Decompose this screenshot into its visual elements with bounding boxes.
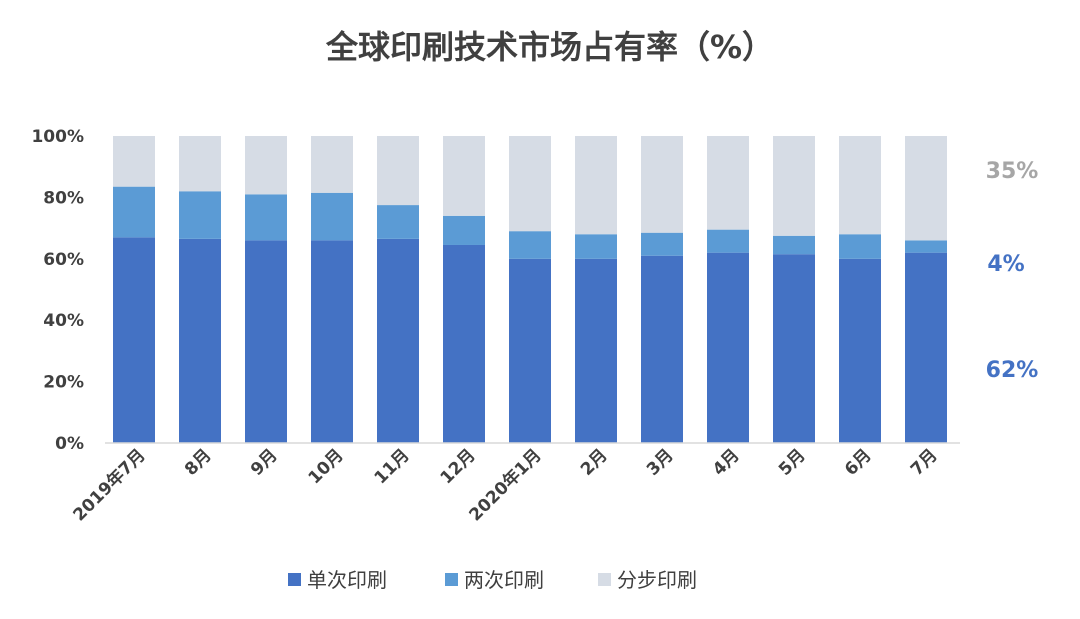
bar-segment-2 bbox=[575, 234, 617, 259]
x-tick-label: 2020年1月 bbox=[465, 445, 546, 526]
bar-segment-2 bbox=[443, 215, 485, 245]
bar-segment-3 bbox=[443, 136, 485, 216]
y-tick-label: 20% bbox=[43, 373, 84, 393]
bar-segment-2 bbox=[311, 192, 353, 241]
bar-segment-1 bbox=[707, 252, 749, 443]
y-tick-label: 80% bbox=[43, 188, 84, 208]
bar-segment-2 bbox=[641, 232, 683, 256]
bar-segment-1 bbox=[377, 238, 419, 443]
side-label: 4% bbox=[987, 252, 1024, 277]
legend-swatch bbox=[598, 573, 611, 586]
bar-segment-3 bbox=[113, 136, 155, 187]
x-tick-label: 12月 bbox=[437, 445, 480, 488]
bar-segment-3 bbox=[773, 136, 815, 236]
bar-segment-2 bbox=[905, 240, 947, 253]
bar-segment-1 bbox=[113, 237, 155, 443]
legend-label: 分步印刷 bbox=[617, 568, 697, 592]
x-tick-label: 10月 bbox=[305, 445, 348, 488]
legend-swatch bbox=[445, 573, 458, 586]
x-tick-label: 11月 bbox=[371, 445, 414, 488]
bar-segment-3 bbox=[509, 136, 551, 232]
bar-segment-1 bbox=[839, 258, 881, 443]
bar-segment-1 bbox=[509, 258, 551, 443]
bar-segment-3 bbox=[179, 136, 221, 192]
x-tick-label: 2019年7月 bbox=[69, 445, 150, 526]
bar-segment-1 bbox=[641, 255, 683, 443]
bar-segment-2 bbox=[509, 231, 551, 259]
bar-segment-3 bbox=[905, 136, 947, 241]
bar-segment-1 bbox=[443, 244, 485, 443]
legend: 单次印刷 两次印刷 分步印刷 bbox=[288, 568, 697, 592]
bar-segment-2 bbox=[245, 194, 287, 241]
bar-segment-3 bbox=[641, 136, 683, 233]
x-tick-label: 4月 bbox=[709, 445, 744, 480]
x-tick-label: 7月 bbox=[907, 445, 942, 480]
bar-segment-3 bbox=[839, 136, 881, 235]
legend-label: 单次印刷 bbox=[307, 568, 387, 592]
bar-segment-1 bbox=[905, 252, 947, 443]
bar-segment-1 bbox=[575, 258, 617, 443]
bar-segment-2 bbox=[839, 234, 881, 259]
bar-segment-1 bbox=[773, 254, 815, 443]
legend-label: 两次印刷 bbox=[464, 568, 544, 592]
y-axis: 0% 20% 40% 60% 80% 100% bbox=[31, 127, 84, 454]
bar-segment-1 bbox=[311, 240, 353, 443]
x-tick-label: 5月 bbox=[775, 445, 810, 480]
y-tick-label: 40% bbox=[43, 311, 84, 331]
bar-segment-3 bbox=[707, 136, 749, 230]
side-label: 62% bbox=[986, 358, 1039, 383]
x-tick-label: 3月 bbox=[643, 445, 678, 480]
bar-segment-2 bbox=[707, 229, 749, 253]
side-labels: 35% 4% 62% bbox=[986, 159, 1039, 383]
bar-segment-2 bbox=[113, 186, 155, 238]
legend-swatch bbox=[288, 573, 301, 586]
bar-segment-3 bbox=[311, 136, 353, 193]
x-tick-label: 2月 bbox=[577, 445, 612, 480]
y-tick-label: 100% bbox=[31, 127, 84, 147]
bar-segment-3 bbox=[377, 136, 419, 206]
x-tick-label: 8月 bbox=[181, 445, 216, 480]
bar-segment-3 bbox=[575, 136, 617, 235]
bar-segment-2 bbox=[179, 191, 221, 239]
bar-segment-1 bbox=[245, 240, 287, 443]
chart-title: 全球印刷技术市场占有率（%） bbox=[325, 28, 774, 66]
bar-segment-2 bbox=[773, 235, 815, 255]
bars bbox=[113, 136, 947, 443]
x-tick-label: 9月 bbox=[247, 445, 282, 480]
bar-segment-1 bbox=[179, 238, 221, 443]
bar-segment-3 bbox=[245, 136, 287, 195]
x-tick-label: 6月 bbox=[841, 445, 876, 480]
y-tick-label: 60% bbox=[43, 250, 84, 270]
bar-segment-2 bbox=[377, 205, 419, 239]
y-tick-label: 0% bbox=[55, 434, 84, 454]
side-label: 35% bbox=[986, 159, 1039, 184]
